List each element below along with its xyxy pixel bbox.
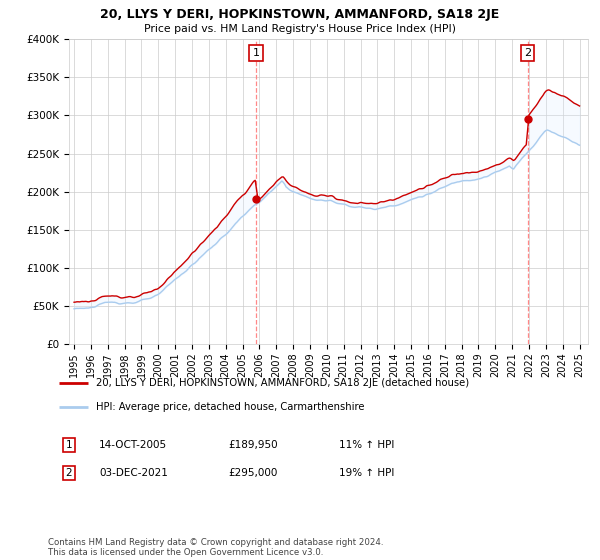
Text: £295,000: £295,000 [228, 468, 277, 478]
Text: 1: 1 [253, 48, 260, 58]
Text: Contains HM Land Registry data © Crown copyright and database right 2024.
This d: Contains HM Land Registry data © Crown c… [48, 538, 383, 557]
Text: 2: 2 [524, 48, 531, 58]
Text: 03-DEC-2021: 03-DEC-2021 [99, 468, 168, 478]
Text: Price paid vs. HM Land Registry's House Price Index (HPI): Price paid vs. HM Land Registry's House … [144, 24, 456, 34]
Text: 11% ↑ HPI: 11% ↑ HPI [339, 440, 394, 450]
Text: 20, LLYS Y DERI, HOPKINSTOWN, AMMANFORD, SA18 2JE: 20, LLYS Y DERI, HOPKINSTOWN, AMMANFORD,… [100, 8, 500, 21]
Text: 1: 1 [65, 440, 73, 450]
Text: 20, LLYS Y DERI, HOPKINSTOWN, AMMANFORD, SA18 2JE (detached house): 20, LLYS Y DERI, HOPKINSTOWN, AMMANFORD,… [96, 378, 469, 388]
Text: HPI: Average price, detached house, Carmarthenshire: HPI: Average price, detached house, Carm… [96, 402, 365, 412]
Text: £189,950: £189,950 [228, 440, 278, 450]
Text: 2: 2 [65, 468, 73, 478]
Text: 14-OCT-2005: 14-OCT-2005 [99, 440, 167, 450]
Text: 19% ↑ HPI: 19% ↑ HPI [339, 468, 394, 478]
